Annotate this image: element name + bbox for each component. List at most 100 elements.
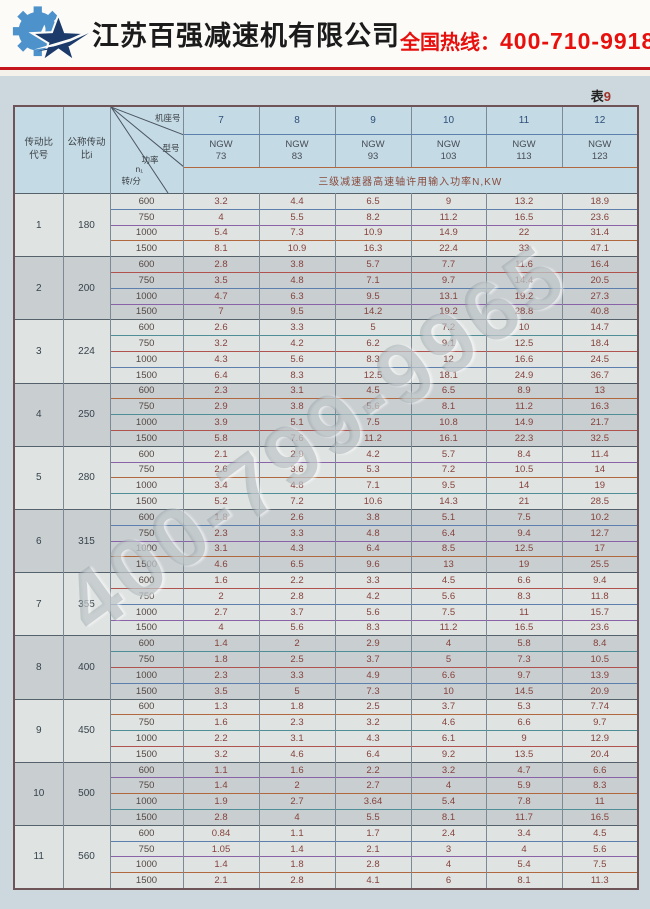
power-value-cell: 16.6 <box>485 350 563 368</box>
speed-cell: 600 <box>109 445 184 463</box>
power-value-cell: 0.84 <box>182 824 260 842</box>
nominal-ratio-cell: 250 <box>62 382 111 447</box>
ratio-code-cell: 7 <box>13 572 64 636</box>
power-value-cell: 2.7 <box>182 603 260 621</box>
power-value-cell: 13.5 <box>485 745 563 763</box>
table-row: 1500 8.1 10.9 16.3 22.4 33 47.1 <box>14 240 639 257</box>
power-value-cell: 1.4 <box>258 840 336 857</box>
power-value-cell: 5.6 <box>410 587 487 605</box>
power-value-cell: 9.4 <box>561 572 639 589</box>
ratio-code-cell: 5 <box>13 445 64 510</box>
power-value-cell: 3.8 <box>258 256 336 273</box>
speed-cell: 1500 <box>109 619 184 636</box>
power-value-cell: 3.8 <box>258 398 336 415</box>
power-value-cell: 2.7 <box>258 793 336 810</box>
power-value-cell: 1.6 <box>182 714 260 731</box>
power-value-cell: 3.1 <box>258 382 336 399</box>
table-row: 750 2.9 3.8 5.6 8.1 11.2 16.3 <box>14 398 639 415</box>
power-value-cell: 1.4 <box>182 856 260 873</box>
power-value-cell: 17 <box>561 540 639 557</box>
power-value-cell: 1.7 <box>334 824 412 842</box>
power-value-cell: 19 <box>561 477 639 494</box>
speed-cell: 1500 <box>109 556 184 573</box>
nominal-ratio-cell: 280 <box>62 445 111 510</box>
power-value-cell: 3.1 <box>182 540 260 557</box>
power-value-cell: 4.1 <box>334 872 412 889</box>
power-value-cell: 5.6 <box>334 398 412 415</box>
power-value-cell: 2.2 <box>258 572 336 589</box>
diag-label-frame: 机座号 <box>154 113 181 123</box>
table-row: 3 224 600 2.6 3.3 5 7.2 10 14.7 <box>13 319 639 384</box>
power-value-cell: 8.1 <box>410 398 487 415</box>
model-series: NGW <box>285 139 309 151</box>
table-row: 5 280 600 2.1 2.9 4.2 5.7 8.4 11.4 <box>13 445 639 510</box>
power-value-cell: 6.5 <box>410 382 487 399</box>
power-value-cell: 6.4 <box>334 540 412 557</box>
power-value-cell: 4.9 <box>334 666 412 684</box>
speed-cell: 1000 <box>109 666 184 684</box>
power-value-cell: 28.5 <box>561 493 639 510</box>
span-header: 三级减速器高速轴许用输入功率N,KW <box>182 166 639 194</box>
power-value-cell: 5.3 <box>334 461 412 478</box>
table-row: 1000 2.7 3.7 5.6 7.5 11 15.7 <box>14 603 639 621</box>
ratio-code-cell: 11 <box>13 824 64 889</box>
power-value-cell: 4 <box>182 208 260 226</box>
power-value-cell: 7.3 <box>485 651 563 668</box>
power-value-cell: 7.5 <box>485 508 563 526</box>
power-value-cell: 7.1 <box>334 477 412 494</box>
power-value-cell: 8.1 <box>410 809 487 826</box>
table-number-label: 表9 <box>13 86 637 105</box>
power-value-cell: 3.3 <box>258 666 336 684</box>
speed-cell: 1000 <box>109 730 184 747</box>
speed-cell: 750 <box>109 587 184 605</box>
diagonal-lines <box>111 107 182 193</box>
power-value-cell: 14 <box>561 461 639 478</box>
power-value-cell: 19.2 <box>485 287 563 305</box>
table-row: 750 2 2.8 4.2 5.6 8.3 11.8 <box>14 587 639 605</box>
power-value-cell: 2.7 <box>334 777 412 794</box>
speed-cell: 600 <box>109 698 184 715</box>
power-value-cell: 10.5 <box>561 651 639 668</box>
power-value-cell: 14 <box>485 477 563 494</box>
power-value-cell: 3.2 <box>334 714 412 731</box>
power-value-cell: 4.2 <box>258 335 336 352</box>
power-value-cell: 9.2 <box>410 745 487 763</box>
power-value-cell: 4.3 <box>334 730 412 747</box>
model-size: 123 <box>591 150 608 162</box>
power-value-cell: 4.6 <box>182 556 260 573</box>
speed-cell: 750 <box>109 461 184 478</box>
ratio-code-cell: 8 <box>13 635 64 699</box>
power-value-cell: 9 <box>485 730 563 747</box>
power-value-cell: 20.5 <box>561 271 639 289</box>
diag-label-n1: n₁ <box>135 164 144 174</box>
power-value-cell: 3.1 <box>258 730 336 747</box>
table-row: 750 3.2 4.2 6.2 9.1 12.5 18.4 <box>14 335 639 352</box>
power-value-cell: 12.5 <box>485 335 563 352</box>
table-row: 1000 4.3 5.6 8.3 12 16.6 24.5 <box>14 350 639 368</box>
power-value-cell: 7.5 <box>334 414 412 431</box>
power-value-cell: 3.2 <box>182 335 260 352</box>
hotline-label: 全国热线： <box>400 32 500 54</box>
power-value-cell: 6.6 <box>485 714 563 731</box>
ratio-code-cell: 3 <box>13 319 64 384</box>
power-value-cell: 12.5 <box>485 540 563 557</box>
power-value-cell: 14.9 <box>485 414 563 431</box>
power-value-cell: 18.9 <box>561 193 639 210</box>
table-row: 1 180 600 3.2 4.4 6.5 9 13.2 18.9 <box>13 192 639 257</box>
speed-cell: 1000 <box>109 224 184 241</box>
table-row: 1000 3.4 4.8 7.1 9.5 14 19 <box>14 477 639 494</box>
power-value-cell: 13.2 <box>485 193 563 210</box>
power-value-cell: 7.2 <box>410 461 487 478</box>
power-value-cell: 3.5 <box>182 682 260 699</box>
power-value-cell: 9.5 <box>334 287 412 305</box>
power-value-cell: 2.9 <box>334 635 412 652</box>
power-value-cell: 20.4 <box>561 745 639 763</box>
power-value-cell: 1.8 <box>258 856 336 873</box>
header-row-span: 三级减速器高速轴许用输入功率N,KW <box>14 166 639 194</box>
ratio-code-header-line2: 代号 <box>29 150 49 161</box>
power-value-cell: 14.7 <box>561 319 639 336</box>
table-row: 750 3.5 4.8 7.1 9.7 14.4 20.5 <box>14 271 639 289</box>
power-value-cell: 3.7 <box>258 603 336 621</box>
power-value-cell: 6.5 <box>334 193 412 210</box>
